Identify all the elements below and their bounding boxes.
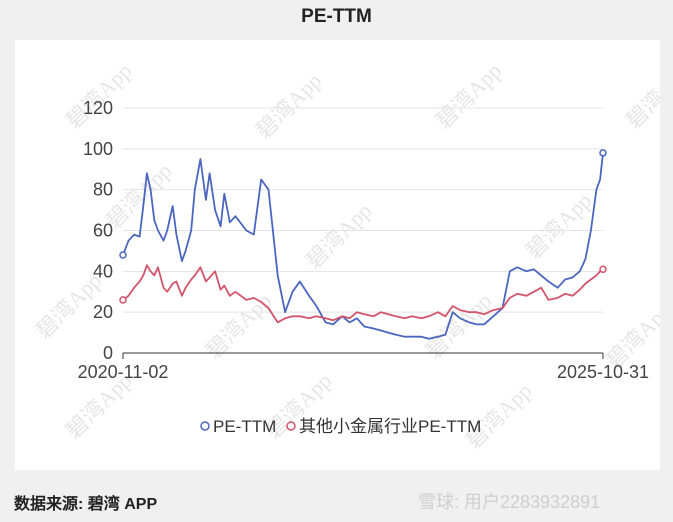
y-tick-label: 80: [93, 180, 113, 200]
y-tick-label: 20: [93, 302, 113, 322]
watermark-text: 碧湾App: [431, 58, 507, 134]
watermark-text: 碧湾App: [201, 288, 277, 364]
legend-label: PE-TTM: [213, 417, 276, 436]
watermark-text: 碧湾App: [461, 378, 537, 454]
legend: PE-TTM 其他小金属行业PE-TTM: [200, 417, 481, 436]
data-source-label: 数据来源: 碧湾 APP: [14, 496, 158, 513]
watermark-text: 碧湾App: [251, 68, 327, 144]
series-end-point: [599, 149, 607, 157]
watermark-text: 碧湾App: [61, 58, 137, 134]
watermark-text: 碧湾App: [521, 188, 597, 264]
chart-panel: 碧湾App 碧湾App 碧湾App 碧湾App 碧湾App 碧湾App 碧湾App 碧湾App…: [15, 40, 660, 470]
y-tick-label: 40: [93, 261, 113, 281]
grid-lines: [123, 107, 603, 313]
y-tick-label: 100: [83, 139, 113, 159]
series-line-industry-pe-ttm: [122, 264, 604, 324]
y-tick-label: 0: [103, 343, 113, 363]
legend-marker: [286, 421, 296, 431]
series-layer: [119, 149, 607, 340]
watermark-text: 碧湾App: [301, 198, 377, 274]
y-tick-label: 120: [83, 98, 113, 118]
series-end-point: [599, 265, 607, 274]
chart-title: PE-TTM: [301, 6, 372, 27]
brand-label: 雪球: 用户2283932891: [418, 492, 601, 512]
y-axis-ticks: 0 20 40 60 80 100 120: [83, 98, 113, 363]
legend-marker: [200, 421, 210, 431]
series-start-point: [119, 251, 127, 259]
watermark-text: 碧湾App: [621, 58, 660, 134]
x-tick-label: 2025-10-31: [557, 362, 649, 382]
x-tick-label: 2020-11-02: [78, 362, 169, 382]
series-start-point: [119, 296, 127, 304]
series-line-pe-ttm: [122, 152, 604, 340]
y-tick-label: 60: [93, 221, 113, 241]
x-axis: 2020-11-02 2025-10-31: [78, 352, 649, 382]
watermark-text: 碧湾App: [421, 288, 497, 364]
legend-label: 其他小金属行业PE-TTM: [299, 417, 481, 436]
